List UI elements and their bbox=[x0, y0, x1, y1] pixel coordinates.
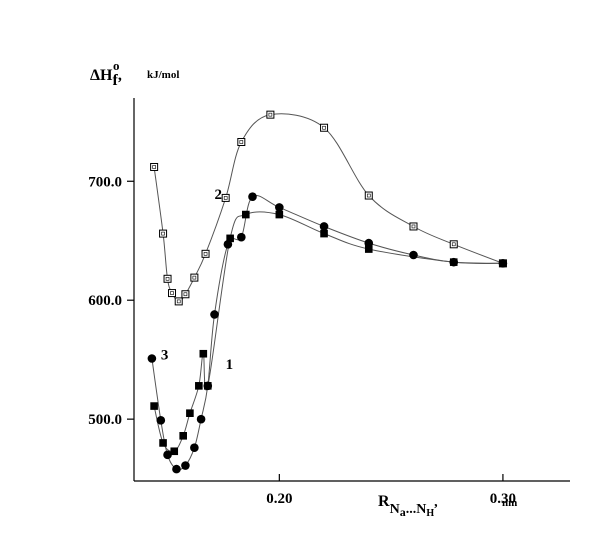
data-point-series-2 bbox=[320, 123, 329, 132]
curve-number-1: 1 bbox=[226, 357, 234, 373]
x-axis-label: RNa...NH, bbox=[378, 493, 438, 519]
y-label-sup: o bbox=[113, 58, 120, 73]
data-point-series-3 bbox=[147, 354, 157, 363]
series-line-2 bbox=[153, 113, 504, 302]
x-tick-label: 0.30 bbox=[490, 491, 516, 507]
data-point-series-1 bbox=[241, 210, 250, 219]
curve-number-3: 3 bbox=[161, 348, 169, 364]
data-point-series-3 bbox=[498, 259, 508, 268]
data-point-series-3 bbox=[210, 310, 219, 319]
data-point-series-2 bbox=[174, 297, 183, 306]
data-point-series-3 bbox=[181, 461, 190, 470]
data-point-series-1 bbox=[226, 234, 234, 243]
y-tick-label: 700.0 bbox=[88, 174, 122, 190]
data-point-series-1 bbox=[159, 439, 167, 447]
data-point-series-2 bbox=[237, 138, 246, 147]
series-line-1 bbox=[153, 211, 503, 453]
axis-ticks bbox=[127, 180, 504, 481]
x-axis-unit: nm bbox=[502, 497, 517, 509]
y-axis-label: ΔHf, bbox=[90, 67, 122, 89]
data-point-series-3 bbox=[190, 443, 199, 452]
tick-labels: 500.0 600.0 700.0 0.20 0.30 bbox=[88, 174, 516, 507]
x-label-sub1b: a bbox=[400, 505, 406, 519]
data-point-series-3 bbox=[163, 450, 172, 460]
data-point-series-1 bbox=[364, 245, 373, 253]
data-point-series-1 bbox=[186, 409, 194, 418]
data-point-series-3 bbox=[237, 232, 246, 242]
data-point-series-2 bbox=[201, 249, 210, 258]
data-point-series-1 bbox=[150, 402, 158, 410]
data-point-series-2 bbox=[364, 191, 373, 200]
x-label-dots: ... bbox=[406, 502, 417, 517]
data-point-series-2 bbox=[449, 240, 458, 249]
data-point-series-3 bbox=[409, 250, 418, 260]
data-point-series-3 bbox=[319, 222, 329, 231]
y-tick-label: 500.0 bbox=[88, 412, 122, 428]
data-point-series-2 bbox=[181, 290, 190, 299]
data-point-series-1 bbox=[170, 447, 179, 456]
data-point-series-3 bbox=[449, 257, 459, 267]
data-point-series-1 bbox=[320, 229, 328, 238]
x-label-main: R bbox=[378, 493, 390, 510]
y-label-sub: f bbox=[112, 72, 118, 89]
x-label-sub2: N bbox=[416, 502, 426, 517]
data-point-series-3 bbox=[223, 240, 233, 249]
curves bbox=[151, 113, 504, 471]
data-point-series-3 bbox=[172, 464, 181, 474]
data-point-series-2 bbox=[150, 162, 159, 171]
data-point-series-3 bbox=[364, 238, 374, 248]
curve-labels: 2 1 3 bbox=[161, 187, 233, 373]
y-axis-unit: kJ/mol bbox=[147, 69, 179, 81]
data-point-series-2 bbox=[266, 110, 275, 119]
data-point-series-1 bbox=[179, 432, 187, 440]
data-point-series-3 bbox=[203, 381, 213, 391]
y-tick-label: 600.0 bbox=[88, 293, 122, 309]
data-point-series-2 bbox=[159, 229, 168, 238]
curve-number-2: 2 bbox=[214, 187, 222, 203]
data-point-series-2 bbox=[221, 193, 230, 202]
data-markers bbox=[147, 110, 508, 474]
data-point-series-1 bbox=[199, 349, 208, 358]
data-point-series-1 bbox=[275, 210, 284, 219]
x-tick-label: 0.20 bbox=[266, 491, 292, 507]
data-point-series-3 bbox=[248, 192, 257, 202]
x-label-sub2b: H bbox=[426, 508, 434, 519]
x-label-sub1: N bbox=[390, 502, 400, 517]
data-point-series-1 bbox=[195, 382, 203, 390]
data-point-series-3 bbox=[275, 203, 284, 212]
data-point-series-2 bbox=[190, 273, 199, 282]
data-point-series-2 bbox=[163, 274, 172, 283]
data-point-series-2 bbox=[409, 222, 418, 231]
data-point-series-3 bbox=[196, 414, 206, 424]
y-label-main: ΔH bbox=[90, 67, 113, 84]
data-point-series-3 bbox=[156, 416, 166, 425]
data-point-series-2 bbox=[168, 289, 177, 298]
